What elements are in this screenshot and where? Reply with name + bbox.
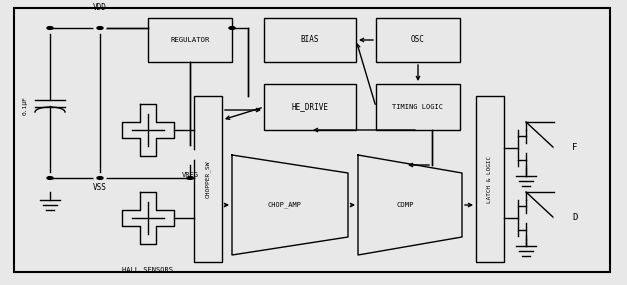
Text: BIAS: BIAS: [301, 36, 319, 44]
Circle shape: [180, 150, 200, 160]
Text: REGULATOR: REGULATOR: [171, 37, 209, 43]
Text: 0.1μF: 0.1μF: [23, 97, 28, 115]
Text: CHOP_AMP: CHOP_AMP: [267, 202, 301, 208]
Circle shape: [47, 27, 53, 29]
Polygon shape: [358, 155, 462, 255]
Bar: [376, 18, 460, 62]
Bar: [264, 18, 356, 62]
Circle shape: [554, 215, 566, 221]
Polygon shape: [122, 192, 174, 244]
Text: HALL SENSORS: HALL SENSORS: [122, 267, 174, 273]
Circle shape: [229, 27, 235, 29]
Circle shape: [94, 25, 106, 31]
Text: HE_DRIVE: HE_DRIVE: [292, 103, 329, 111]
Text: OSC: OSC: [411, 36, 425, 44]
Polygon shape: [232, 155, 348, 255]
Bar: [264, 84, 356, 130]
Circle shape: [97, 27, 103, 29]
Bar: [148, 18, 232, 62]
Circle shape: [94, 175, 106, 181]
Text: LATCH & LOGIC: LATCH & LOGIC: [488, 155, 492, 203]
Circle shape: [554, 145, 566, 151]
Bar: [194, 96, 222, 262]
Circle shape: [187, 177, 193, 179]
Text: CHOPPER_SW: CHOPPER_SW: [205, 160, 211, 198]
Text: D: D: [572, 213, 577, 223]
Text: TIMING LOGIC: TIMING LOGIC: [393, 104, 443, 110]
Polygon shape: [122, 104, 174, 156]
Text: VSS: VSS: [93, 184, 107, 192]
Circle shape: [47, 177, 53, 179]
Bar: [376, 84, 460, 130]
Text: VDD: VDD: [93, 3, 107, 13]
Text: VREG: VREG: [181, 172, 199, 178]
Text: F: F: [572, 144, 577, 152]
Bar: [476, 96, 504, 262]
Text: COMP: COMP: [396, 202, 414, 208]
Circle shape: [97, 177, 103, 179]
